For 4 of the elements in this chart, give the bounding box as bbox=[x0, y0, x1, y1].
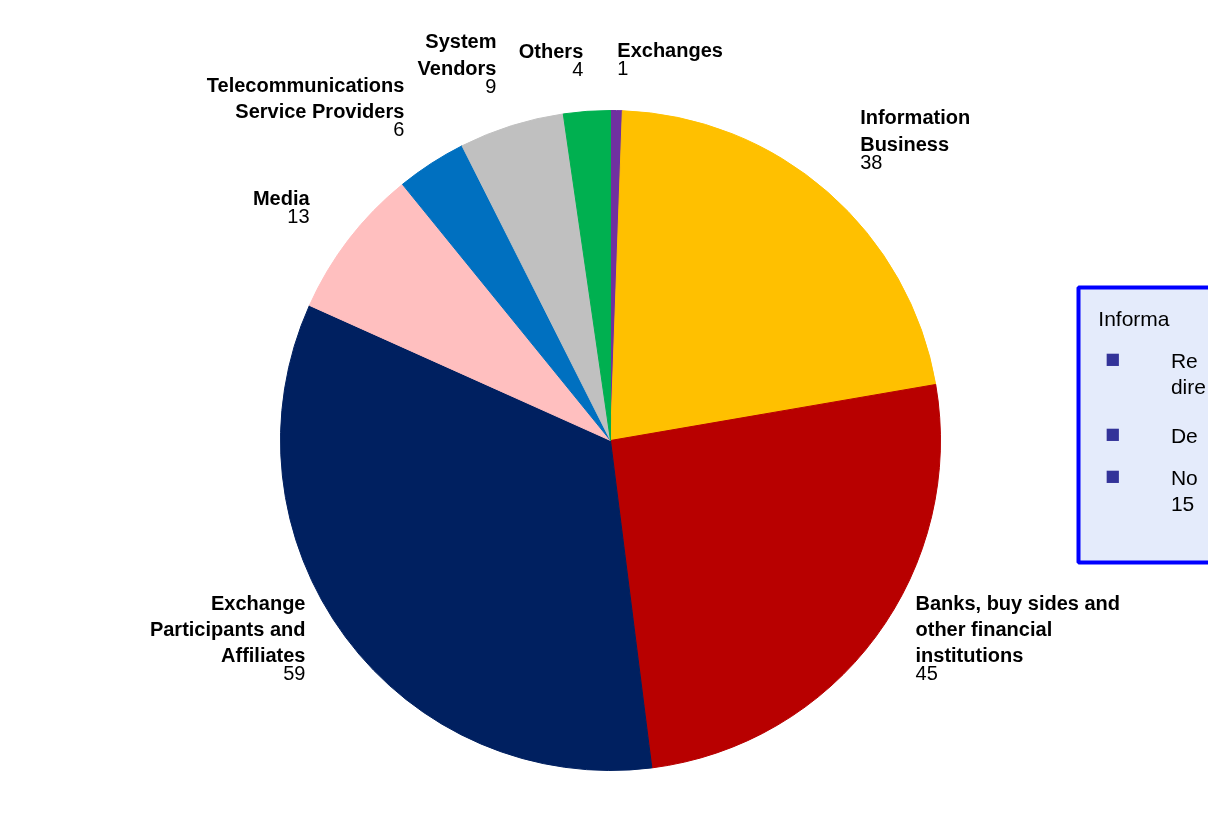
text: ■ De bbox=[1104, 424, 1198, 448]
text: Informa bbox=[1098, 307, 1170, 331]
text: ■ Re dire bbox=[1104, 348, 1206, 398]
text: ■ No 15 bbox=[1104, 465, 1198, 516]
